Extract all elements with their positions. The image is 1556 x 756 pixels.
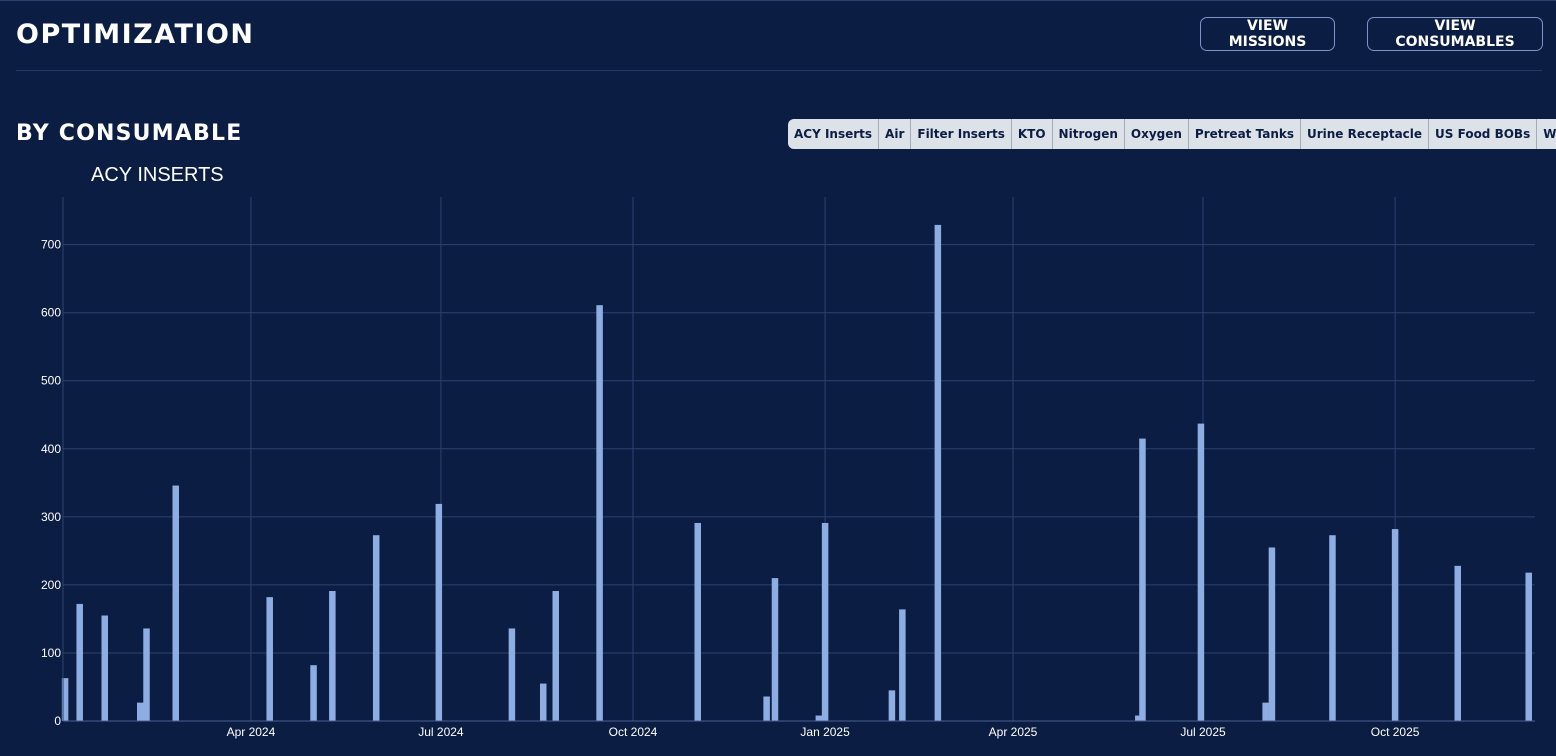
y-tick-label: 600 bbox=[41, 306, 61, 320]
chart-bar[interactable] bbox=[143, 628, 150, 721]
chart-bar[interactable] bbox=[310, 665, 317, 721]
y-tick-label: 500 bbox=[41, 374, 61, 388]
x-tick-label: Apr 2024 bbox=[227, 725, 276, 739]
bar-layer bbox=[61, 224, 1532, 721]
tab-filter-inserts[interactable]: Filter Inserts bbox=[911, 119, 1012, 149]
chart-bar[interactable] bbox=[771, 578, 779, 721]
chart-bar[interactable] bbox=[76, 603, 83, 721]
chart-bar[interactable] bbox=[1391, 529, 1399, 721]
chart-bar[interactable] bbox=[899, 609, 906, 721]
bar-chart-svg: ACY INSERTS 0 100 200 300 400 500 600 700 Apr 20… bbox=[41, 164, 1535, 739]
view-consumables-button[interactable]: VIEW CONSUMABLES bbox=[1367, 17, 1543, 51]
tab-oxygen[interactable]: Oxygen bbox=[1125, 119, 1189, 149]
tab-air[interactable]: Air bbox=[879, 119, 912, 149]
chart-bar[interactable] bbox=[329, 591, 336, 721]
tab-water[interactable]: Water bbox=[1543, 127, 1556, 141]
y-tick-label: 200 bbox=[41, 578, 61, 592]
x-tick-label: Jul 2025 bbox=[1180, 725, 1226, 739]
tab-acy-inserts[interactable]: ACY Inserts bbox=[788, 119, 880, 149]
chart-bar[interactable] bbox=[1262, 702, 1269, 721]
view-missions-button[interactable]: VIEW MISSIONS bbox=[1200, 17, 1335, 51]
chart-bar[interactable] bbox=[539, 683, 547, 721]
chart-bar[interactable] bbox=[1139, 438, 1146, 721]
header-divider bbox=[16, 70, 1542, 71]
y-tick-label: 100 bbox=[41, 646, 61, 660]
chart-bar[interactable] bbox=[763, 696, 770, 721]
x-tick-label: Oct 2024 bbox=[609, 725, 658, 739]
tab-urine-receptacle[interactable]: Urine Receptacle bbox=[1301, 119, 1430, 149]
chart-bar[interactable] bbox=[694, 522, 701, 721]
chart-bar[interactable] bbox=[372, 535, 380, 721]
chart-bar[interactable] bbox=[1329, 535, 1336, 721]
chart-bar[interactable] bbox=[137, 702, 144, 721]
axis-layer: 0 100 200 300 400 500 600 700 Apr 2024 Jul 2024 Oc… bbox=[41, 197, 1535, 739]
chart-bar[interactable] bbox=[596, 305, 603, 721]
chart-bar[interactable] bbox=[552, 591, 560, 721]
tab-us-food-bobs[interactable]: US Food BOBs bbox=[1429, 119, 1538, 149]
chart-bar[interactable] bbox=[1268, 547, 1276, 721]
chart-bar[interactable] bbox=[1454, 565, 1461, 721]
chart-bar[interactable] bbox=[1135, 715, 1142, 721]
chart-bar[interactable] bbox=[821, 522, 829, 721]
chart-bar[interactable] bbox=[508, 628, 516, 721]
x-tick-label: Oct 2025 bbox=[1371, 725, 1420, 739]
chart-bar[interactable] bbox=[1197, 423, 1205, 721]
tab-pretreat-tanks[interactable]: Pretreat Tanks bbox=[1189, 119, 1301, 149]
section-title: BY CONSUMABLE bbox=[16, 121, 243, 146]
chart-bar[interactable] bbox=[101, 615, 109, 721]
x-tick-label: Apr 2025 bbox=[989, 725, 1038, 739]
y-tick-label: 0 bbox=[54, 714, 61, 728]
chart-bar[interactable] bbox=[888, 690, 896, 721]
y-tick-label: 300 bbox=[41, 510, 61, 524]
chart-bar[interactable] bbox=[815, 715, 823, 721]
tab-kto[interactable]: KTO bbox=[1012, 119, 1053, 149]
y-tick-label: 400 bbox=[41, 442, 61, 456]
chart-bar[interactable] bbox=[61, 678, 69, 721]
y-tick-label: 700 bbox=[41, 238, 61, 252]
top-border bbox=[0, 0, 1556, 1]
grid-layer bbox=[63, 197, 1535, 721]
chart-bar[interactable] bbox=[172, 485, 179, 721]
chart-bar[interactable] bbox=[435, 503, 443, 721]
chart-bar[interactable] bbox=[1525, 572, 1532, 721]
x-tick-label: Jan 2025 bbox=[800, 725, 850, 739]
consumable-chart: ACY INSERTS 0 100 200 300 400 500 600 700 Apr 20… bbox=[0, 160, 1556, 752]
tab-nitrogen[interactable]: Nitrogen bbox=[1053, 119, 1125, 149]
consumable-tabs: ACY Inserts Air Filter Inserts KTO Nitro… bbox=[788, 119, 1556, 149]
page-title: OPTIMIZATION bbox=[16, 19, 255, 50]
x-tick-label: Jul 2024 bbox=[418, 725, 464, 739]
chart-bar[interactable] bbox=[934, 224, 942, 721]
chart-title: ACY INSERTS bbox=[91, 164, 224, 186]
chart-bar[interactable] bbox=[266, 597, 273, 721]
